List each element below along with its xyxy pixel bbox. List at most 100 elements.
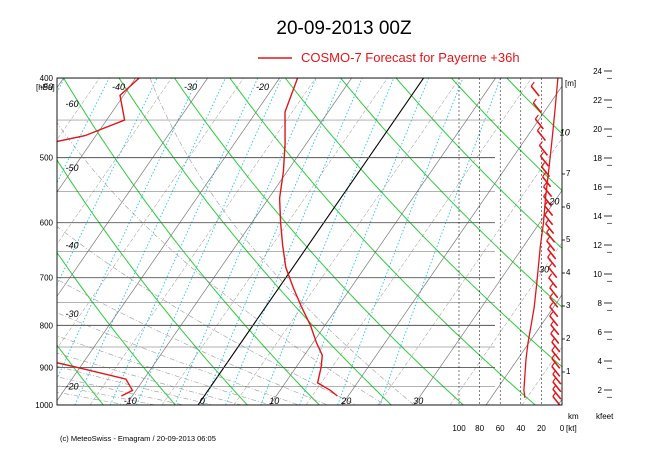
wind-barb-flag xyxy=(546,236,551,242)
kfeet-tick-label: 8 xyxy=(598,299,603,308)
plot-area xyxy=(0,78,650,405)
mixing-ratio-line xyxy=(379,78,502,405)
footer-credit: (c) MeteoSwiss - Emagram / 20-09-2013 06… xyxy=(60,434,216,443)
wind-barb-flag xyxy=(542,172,547,178)
wind-barb xyxy=(542,195,553,207)
wind-barb xyxy=(549,296,559,308)
wind-barb-flag xyxy=(541,162,546,167)
wind-barb xyxy=(547,256,557,268)
temperature-tick-label: -10 xyxy=(124,396,137,406)
isotherm-line xyxy=(377,137,562,405)
wind-barb-flag xyxy=(549,283,554,289)
wind-barb-flag xyxy=(532,98,537,104)
wind-speed-label: 20 xyxy=(548,196,559,206)
isotherm-line xyxy=(57,78,208,297)
isotherm-label: -30 xyxy=(65,309,78,319)
mixing-ratio-line xyxy=(337,78,464,405)
dry-adiabat-line xyxy=(451,78,562,192)
wind-barb-flag xyxy=(536,126,541,131)
wind-barb-flag xyxy=(549,311,554,317)
wind-barb xyxy=(536,130,547,142)
height-axis-unit: [m] xyxy=(565,79,576,88)
wind-barb-flag xyxy=(547,244,552,250)
height-tick-label: 5 xyxy=(566,235,571,244)
isotherm-label: -40 xyxy=(65,241,78,251)
wind-profile xyxy=(523,78,559,398)
wind-barb-flag xyxy=(552,384,557,390)
wind-barb-flag xyxy=(547,252,552,258)
pressure-axis-unit: [hPa] xyxy=(36,83,55,92)
isotherm-label: -30 xyxy=(184,82,197,92)
wind-barb-flag xyxy=(552,369,557,375)
isotherm-line xyxy=(89,78,316,405)
wind-barb xyxy=(534,118,544,130)
kfeet-tick-label: 18 xyxy=(593,154,602,163)
height-tick-label: 6 xyxy=(566,202,571,211)
wind-barb xyxy=(538,144,549,156)
wind-barb xyxy=(549,306,559,318)
isobar-lines xyxy=(57,78,495,405)
isotherm-line xyxy=(0,78,28,405)
pressure-tick-label: 600 xyxy=(40,219,54,228)
temperature-tick-label: 30 xyxy=(413,396,423,406)
height-tick-label: 4 xyxy=(566,268,571,277)
wind-barb xyxy=(548,267,558,279)
height-tick-label: 2 xyxy=(566,334,571,343)
pressure-tick-label: 500 xyxy=(40,154,54,163)
wind-barb-flag xyxy=(544,210,549,216)
mixing-ratio-line xyxy=(57,78,199,380)
wind-axis-tick-label: 60 xyxy=(496,424,505,433)
wind-barb-flag xyxy=(545,219,550,224)
wind-barb xyxy=(552,388,562,400)
isotherm-line xyxy=(341,85,562,405)
plot-frame xyxy=(56,77,563,406)
dry-adiabat-line xyxy=(618,78,650,405)
temperature-tick-label: 0 xyxy=(200,396,205,406)
isotherm-label: -20 xyxy=(65,382,78,392)
mixing-ratio-line xyxy=(136,78,282,405)
isotherm-line xyxy=(630,78,650,405)
dewpoint-profile xyxy=(57,78,140,397)
kfeet-tick-label: 22 xyxy=(593,96,602,105)
wind-speed-label: 30 xyxy=(539,265,549,275)
kfeet-tick-label: 20 xyxy=(593,125,602,134)
wind-barb xyxy=(551,365,561,377)
isotherm-line xyxy=(57,78,280,402)
wind-barb-flag xyxy=(550,329,555,334)
wind-barb-flag xyxy=(551,354,556,359)
dry-adiabat-line xyxy=(0,78,31,405)
wind-barb-flag xyxy=(551,361,556,367)
isotherm-label: -60 xyxy=(65,99,78,109)
wind-barbs xyxy=(530,81,562,405)
isotherm-label: -50 xyxy=(65,163,78,173)
wind-barb xyxy=(547,248,557,260)
temperature-tick-label: 20 xyxy=(340,396,351,406)
mixing-ratio-line xyxy=(57,78,110,184)
isotherm-line xyxy=(269,78,496,405)
wind-barb-flag xyxy=(544,201,549,206)
isotherm-line xyxy=(485,294,562,405)
axis-labels: 4005006007008009001000-100102030-60-50-4… xyxy=(35,67,612,433)
mixing-ratio-line xyxy=(57,78,65,94)
kfeet-tick-label: 16 xyxy=(593,183,602,192)
wind-barb xyxy=(539,155,550,167)
kfeet-tick-label: 12 xyxy=(593,241,602,250)
isotherm-line xyxy=(413,189,562,405)
kfeet-tick-label: 6 xyxy=(598,328,603,337)
wind-axis-tick-label: 20 xyxy=(537,424,546,433)
chart-title: 20-09-2013 00Z xyxy=(276,18,412,39)
wind-barb-flag xyxy=(543,182,548,188)
isotherm-line xyxy=(57,78,172,245)
pressure-tick-label: 800 xyxy=(40,321,54,330)
wind-barb-flag xyxy=(550,320,555,326)
isotherm-label: -40 xyxy=(112,82,125,92)
km-label: km xyxy=(568,412,579,421)
kfeet-tick-label: 2 xyxy=(598,386,603,395)
wind-barb xyxy=(542,186,553,198)
wind-axis-tick-label: 0 xyxy=(560,424,565,433)
isotherm-line xyxy=(557,398,562,405)
wind-speed-profile xyxy=(523,78,559,398)
isotherm-line xyxy=(449,242,562,405)
wind-barb xyxy=(532,102,542,114)
